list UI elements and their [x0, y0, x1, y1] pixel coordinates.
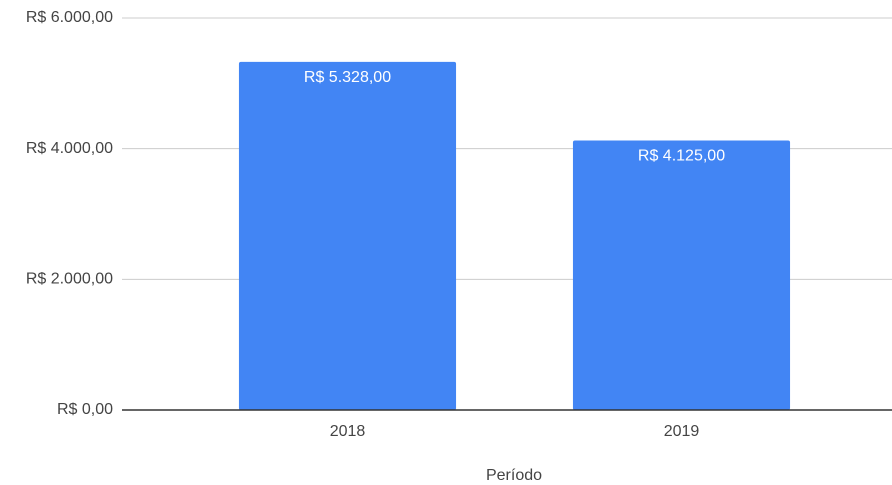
y-tick-label: R$ 6.000,00	[26, 9, 113, 26]
y-tick-label: R$ 0,00	[57, 401, 113, 418]
data-label: R$ 5.328,00	[304, 69, 391, 86]
x-axis-label: Período	[486, 467, 542, 484]
data-label: R$ 4.125,00	[638, 148, 725, 165]
y-tick-label: R$ 2.000,00	[26, 271, 113, 288]
y-tick-label: R$ 4.000,00	[26, 140, 113, 157]
x-tick-label: 2018	[330, 423, 366, 440]
bar	[238, 61, 457, 411]
bar	[572, 140, 791, 410]
x-tick-label: 2019	[664, 423, 700, 440]
